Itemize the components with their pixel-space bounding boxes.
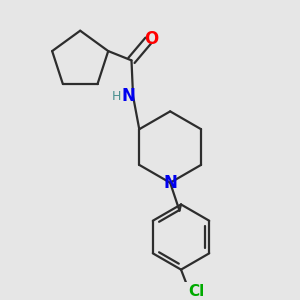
Text: N: N [163, 174, 177, 192]
Text: H: H [111, 90, 121, 103]
Text: O: O [144, 30, 158, 48]
Text: N: N [122, 87, 135, 105]
Text: Cl: Cl [188, 284, 205, 299]
